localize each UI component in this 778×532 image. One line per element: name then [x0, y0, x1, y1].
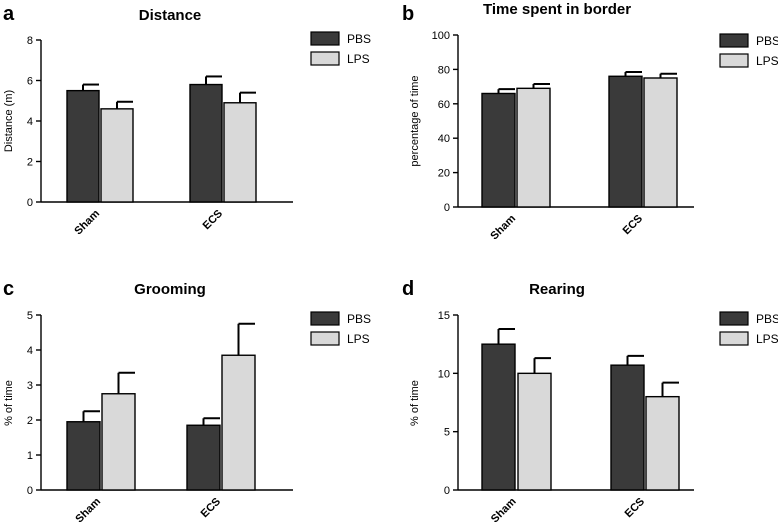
y-tick-label: 5	[444, 427, 450, 439]
chart-title: Rearing	[529, 281, 585, 298]
bar-lps	[516, 87, 551, 208]
legend-label: PBS	[756, 34, 778, 48]
bar-lps	[517, 372, 552, 491]
y-axis-label: Distance (m)	[3, 90, 15, 152]
panel-a: a Distance Distance (m) 0 2 4 6 8 Sham ECS PBS LPS	[3, 3, 371, 237]
bar-pbs	[66, 421, 101, 491]
chart-title: Grooming	[134, 281, 206, 298]
chart-title: Time spent in border	[483, 1, 631, 18]
y-tick-label: 0	[444, 485, 450, 497]
panel-letter: b	[402, 3, 414, 25]
legend-swatch-pbs	[310, 311, 340, 326]
bar-lps	[645, 395, 680, 491]
legend-label: PBS	[347, 312, 371, 326]
category-label: Sham	[72, 207, 102, 237]
category-label: ECS	[199, 496, 223, 520]
category-label: ECS	[623, 496, 647, 520]
legend-label: LPS	[347, 52, 370, 66]
legend-swatch-pbs	[719, 311, 749, 326]
y-tick-label: 4	[27, 345, 33, 357]
bar-lps	[223, 102, 257, 203]
y-tick-label: 4	[27, 116, 33, 128]
y-tick-label: 15	[438, 310, 450, 322]
y-axis-label: percentage of time	[409, 75, 421, 166]
y-tick-label: 5	[27, 310, 33, 322]
y-tick-label: 40	[438, 133, 450, 145]
panel-letter: c	[3, 278, 14, 300]
panel-b: b Time spent in border percentage of time 0…	[402, 1, 778, 242]
y-tick-label: 0	[27, 197, 33, 209]
y-tick-label: 20	[438, 168, 450, 180]
y-tick-label: 1	[27, 450, 33, 462]
legend-swatch-lps	[310, 331, 340, 346]
y-tick-label: 8	[27, 35, 33, 47]
legend-swatch-lps	[719, 331, 749, 346]
bar-pbs	[610, 364, 645, 491]
y-tick-label: 100	[432, 30, 450, 42]
legend-swatch-pbs	[310, 31, 340, 46]
y-tick-label: 0	[444, 202, 450, 214]
bar-pbs	[481, 92, 516, 208]
y-tick-label: 60	[438, 99, 450, 111]
bar-lps	[101, 393, 136, 491]
category-label: ECS	[621, 213, 645, 237]
y-tick-label: 2	[27, 415, 33, 427]
legend-label: LPS	[756, 54, 778, 68]
y-tick-label: 80	[438, 64, 450, 76]
bar-pbs	[189, 83, 223, 203]
bar-lps	[643, 77, 678, 208]
bar-lps	[221, 354, 256, 491]
category-label: Sham	[489, 495, 519, 525]
bar-pbs	[481, 343, 516, 491]
panel-letter: a	[3, 3, 15, 25]
legend-swatch-lps	[719, 53, 749, 68]
bar-pbs	[186, 424, 221, 491]
legend-label: LPS	[756, 332, 778, 346]
legend-label: PBS	[756, 312, 778, 326]
category-label: Sham	[73, 495, 103, 525]
chart-title: Distance	[139, 7, 202, 24]
category-label: ECS	[201, 208, 225, 232]
y-tick-label: 6	[27, 76, 33, 88]
y-tick-label: 10	[438, 368, 450, 380]
legend-swatch-pbs	[719, 33, 749, 48]
legend-label: PBS	[347, 32, 371, 46]
bar-pbs	[66, 89, 100, 203]
panel-c: c Grooming % of time 0 1 2 3 4 5 Sham ECS PBS LPS	[3, 278, 371, 525]
y-axis-label: % of time	[409, 380, 421, 426]
bar-lps	[100, 108, 134, 203]
y-tick-label: 3	[27, 380, 33, 392]
y-tick-label: 0	[27, 485, 33, 497]
y-axis-label: % of time	[3, 380, 15, 426]
panel-letter: d	[402, 278, 414, 300]
panel-d: d Rearing % of time 0 5 10 15 Sham ECS PBS LPS	[402, 278, 778, 525]
legend-swatch-lps	[310, 51, 340, 66]
bar-pbs	[608, 75, 643, 208]
category-label: Sham	[488, 212, 518, 242]
legend-label: LPS	[347, 332, 370, 346]
y-tick-label: 2	[27, 157, 33, 169]
